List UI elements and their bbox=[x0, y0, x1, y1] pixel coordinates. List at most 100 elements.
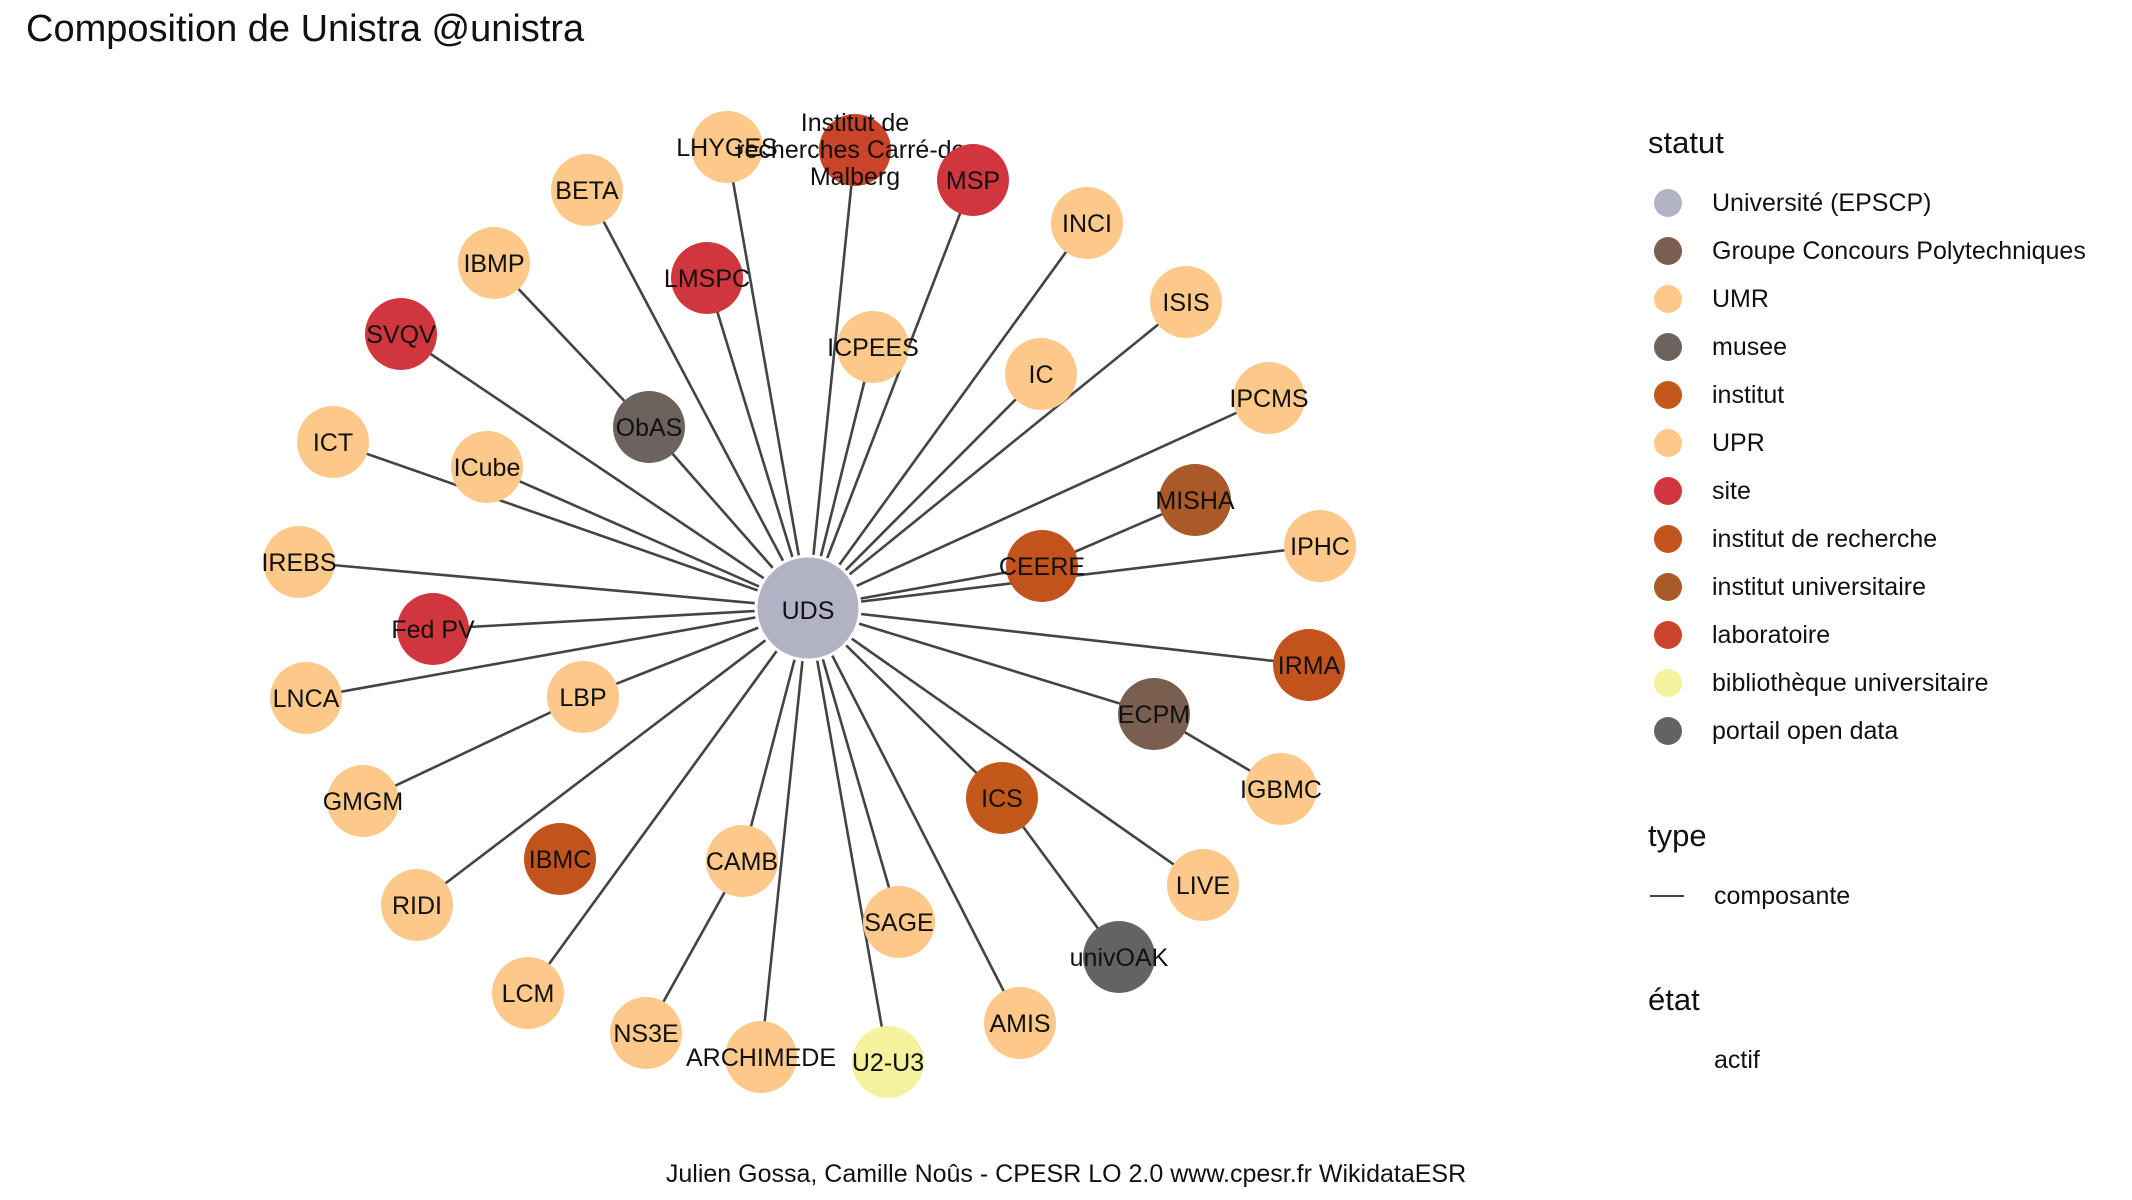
node-label: CAMB bbox=[706, 848, 778, 876]
node-circle bbox=[706, 825, 778, 897]
edge-line bbox=[725, 146, 810, 609]
legend-statut-label: bibliothèque universitaire bbox=[1712, 668, 1989, 697]
node-circle bbox=[492, 957, 564, 1029]
node-circle bbox=[725, 1021, 797, 1093]
graph-node: ECPM bbox=[1118, 678, 1190, 750]
node-label: CEERE bbox=[999, 553, 1085, 581]
node-label: IGBMC bbox=[1240, 776, 1322, 804]
node-circle bbox=[365, 298, 437, 370]
graph-node: LBP bbox=[547, 661, 619, 733]
node-label: SAGE bbox=[864, 909, 933, 937]
edge-line bbox=[806, 222, 1089, 609]
legend-color-swatch-icon bbox=[1654, 477, 1682, 505]
node-circle bbox=[524, 823, 596, 895]
node-label: ISIS bbox=[1162, 289, 1209, 317]
legend-statut-item: laboratoire bbox=[1648, 611, 2086, 659]
graph-node: INCI bbox=[1051, 187, 1123, 259]
legend-statut-label: institut bbox=[1712, 380, 1785, 409]
node-circle bbox=[1273, 629, 1345, 701]
node-circle bbox=[1005, 338, 1077, 410]
node-label: LIVE bbox=[1176, 872, 1230, 900]
node-circle bbox=[1118, 678, 1190, 750]
node-label: AMIS bbox=[989, 1010, 1050, 1038]
edge-line bbox=[807, 373, 1042, 609]
graph-node: Fed PV bbox=[391, 593, 475, 665]
edge-line bbox=[493, 262, 650, 428]
node-circle bbox=[551, 154, 623, 226]
graph-node: LMSPC bbox=[664, 242, 750, 314]
graph-node: NS3E bbox=[610, 997, 682, 1069]
graph-node: SAGE bbox=[863, 886, 935, 958]
graph-node: ICT bbox=[297, 406, 369, 478]
graph-node: U2-U3 bbox=[852, 1026, 924, 1098]
legend-type-label: composante bbox=[1714, 881, 1851, 910]
node-label: LNCA bbox=[273, 685, 340, 713]
edge-line bbox=[806, 179, 975, 609]
edge-line bbox=[400, 332, 809, 610]
legend-color-swatch-icon bbox=[1654, 285, 1682, 313]
graph-node: SVQV bbox=[365, 298, 437, 370]
graph-node: IPHC bbox=[1284, 510, 1356, 582]
legend-statut-item: site bbox=[1648, 467, 2086, 515]
node-circle bbox=[451, 431, 523, 503]
graph-node: RIDI bbox=[381, 869, 453, 941]
node-circle bbox=[458, 227, 530, 299]
node-circle bbox=[270, 662, 342, 734]
graph-node: AMIS bbox=[984, 987, 1056, 1059]
graph-node: IRMA bbox=[1273, 629, 1345, 701]
node-circle bbox=[671, 242, 743, 314]
edge-line bbox=[362, 695, 584, 803]
legend-statut-label: Université (EPSCP) bbox=[1712, 188, 1932, 217]
graph-node: CEERE bbox=[999, 530, 1085, 602]
node-circle bbox=[837, 311, 909, 383]
legend-statut-label: site bbox=[1712, 476, 1751, 505]
node-circle bbox=[610, 997, 682, 1069]
node-circle bbox=[852, 1026, 924, 1098]
graph-node: IBMP bbox=[458, 227, 530, 299]
graph-node: ISIS bbox=[1150, 266, 1222, 338]
graph-node: CAMB bbox=[706, 825, 778, 897]
edge-line bbox=[806, 607, 1022, 1024]
legend-statut-item: bibliothèque universitaire bbox=[1648, 659, 2086, 707]
legend-color-swatch-icon bbox=[1654, 525, 1682, 553]
edge-line bbox=[806, 149, 857, 609]
caption: Julien Gossa, Camille Noûs - CPESR LO 2.… bbox=[665, 1160, 1467, 1188]
legend-statut-item: UMR bbox=[1648, 275, 2086, 323]
node-circle bbox=[863, 886, 935, 958]
graph-node: ARCHIMEDE bbox=[686, 1021, 836, 1093]
chart-title: Composition de Unistra @unistra bbox=[26, 8, 585, 50]
edge-line bbox=[807, 300, 1187, 610]
node-label: RIDI bbox=[392, 892, 442, 920]
node-circle bbox=[397, 593, 469, 665]
legend-statut-label: UMR bbox=[1712, 284, 1769, 313]
edge-line bbox=[807, 606, 1310, 667]
legend-statut-label: musee bbox=[1712, 332, 1788, 361]
legend-color-swatch-icon bbox=[1654, 573, 1682, 601]
legend-statut-item: institut universitaire bbox=[1648, 563, 2086, 611]
edge-line bbox=[759, 607, 810, 1058]
node-circle bbox=[754, 554, 862, 662]
edges-layer bbox=[298, 146, 1321, 1063]
legend-color-swatch-icon bbox=[1654, 237, 1682, 265]
node-circle bbox=[381, 869, 453, 941]
graph-node: IPCMS bbox=[1229, 362, 1309, 434]
edge-line bbox=[332, 440, 809, 610]
graph-node: IBMC bbox=[524, 823, 596, 895]
legend-statut-item: musee bbox=[1648, 323, 2086, 371]
legend-color-swatch-icon bbox=[1654, 429, 1682, 457]
edge-line bbox=[486, 465, 809, 610]
node-label: ICT bbox=[313, 429, 353, 457]
legend-etat-label: actif bbox=[1714, 1045, 1760, 1074]
graph-node: MSP bbox=[937, 144, 1009, 216]
edge-line bbox=[807, 606, 1155, 716]
node-label: ICS bbox=[981, 785, 1023, 813]
node-circle bbox=[1006, 530, 1078, 602]
node-label: IREBS bbox=[261, 549, 336, 577]
node-circle bbox=[613, 391, 685, 463]
node-label: IPCMS bbox=[1229, 385, 1308, 413]
node-circle bbox=[691, 111, 763, 183]
node-label: LHYGES bbox=[676, 134, 777, 162]
edge-line bbox=[807, 396, 1270, 610]
